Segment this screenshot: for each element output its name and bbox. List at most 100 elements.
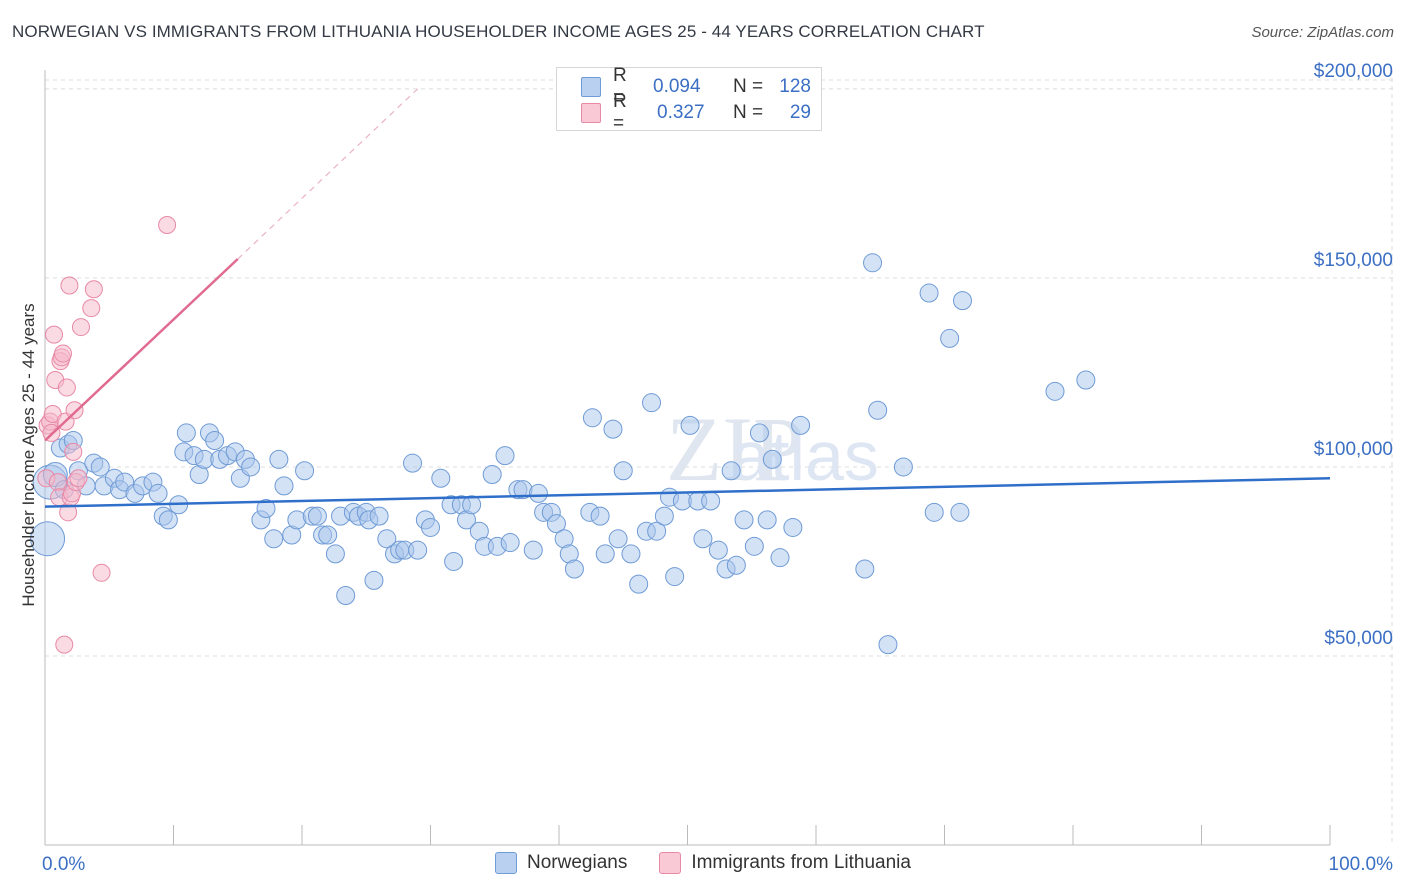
point-norwegians — [665, 567, 685, 587]
point-norwegians — [482, 465, 502, 485]
point-norwegians — [762, 449, 782, 469]
x-tick-label-start: 0.0% — [42, 854, 85, 875]
point-norwegians — [523, 540, 543, 560]
point-norwegians — [721, 461, 741, 481]
point-lithuania — [71, 318, 90, 337]
point-norwegians — [919, 283, 939, 303]
point-lithuania — [48, 473, 67, 492]
point-norwegians — [528, 483, 548, 503]
point-norwegians — [878, 635, 898, 655]
point-norwegians — [940, 328, 960, 348]
point-norwegians — [582, 408, 602, 428]
point-lithuania — [60, 276, 79, 295]
point-norwegians — [680, 415, 700, 435]
legend-n-value: 128 — [779, 76, 811, 97]
point-norwegians — [269, 449, 289, 469]
legend-r-value: 0.094 — [653, 76, 701, 97]
point-norwegians — [364, 570, 384, 590]
point-norwegians — [783, 517, 803, 537]
point-norwegians — [613, 461, 633, 481]
legend-row-norwegians: R = 0.094 N = 128 — [581, 65, 811, 108]
point-norwegians — [757, 510, 777, 530]
chart-title: NORWEGIAN VS IMMIGRANTS FROM LITHUANIA H… — [12, 22, 985, 41]
point-norwegians — [595, 544, 615, 564]
point-norwegians — [325, 544, 345, 564]
point-norwegians — [629, 574, 649, 594]
point-norwegians — [158, 510, 178, 530]
legend-swatch-pink — [581, 103, 601, 123]
point-norwegians — [863, 253, 883, 273]
point-norwegians — [564, 559, 584, 579]
point-lithuania — [64, 442, 83, 461]
point-norwegians — [855, 559, 875, 579]
watermark-zip: ZIP — [666, 398, 804, 500]
point-norwegians — [893, 457, 913, 477]
source-label: Source: ZipAtlas.com — [1251, 24, 1394, 41]
point-norwegians — [369, 506, 389, 526]
point-norwegians — [791, 415, 811, 435]
point-lithuania — [53, 344, 72, 363]
point-norwegians — [1045, 381, 1065, 401]
point-norwegians — [642, 393, 662, 413]
correlation-legend: R = 0.094 N = 128 R = 0.327 N = 29 — [556, 65, 822, 134]
point-norwegians — [701, 491, 721, 511]
point-norwegians — [924, 502, 944, 522]
point-norwegians — [148, 483, 168, 503]
point-norwegians — [654, 506, 674, 526]
legend-n-value: 29 — [789, 102, 811, 123]
point-norwegians — [1076, 370, 1096, 390]
point-norwegians — [500, 533, 520, 553]
point-norwegians — [318, 525, 338, 545]
series-legend-item-norwegians[interactable]: Norwegians — [495, 852, 627, 874]
trend-layer — [44, 88, 1331, 508]
series-legend-item-lithuania[interactable]: Immigrants from Lithuania — [659, 852, 911, 874]
series-legend-label: Immigrants from Lithuania — [691, 852, 911, 873]
point-norwegians — [590, 506, 610, 526]
axes-layer — [44, 70, 1331, 846]
legend-n-label: N = — [733, 102, 764, 123]
y-tick-label: $100,000 — [1314, 439, 1393, 460]
points-layer — [30, 216, 1096, 655]
point-norwegians — [403, 453, 423, 473]
legend-row-lithuania: R = 0.327 N = 29 — [581, 91, 811, 134]
legend-swatch-blue — [581, 77, 601, 97]
point-norwegians — [647, 521, 667, 541]
point-norwegians — [749, 423, 769, 443]
point-norwegians — [241, 457, 261, 477]
point-lithuania — [82, 299, 101, 318]
series-swatch-blue — [495, 852, 517, 874]
legend-r-label: R = — [613, 65, 627, 108]
trendline-lithuania — [44, 258, 239, 442]
point-norwegians — [744, 536, 764, 556]
point-lithuania — [57, 378, 76, 397]
point-lithuania — [158, 216, 177, 234]
point-norwegians — [708, 540, 728, 560]
point-norwegians — [377, 529, 397, 549]
y-tick-label: $150,000 — [1314, 250, 1393, 271]
point-norwegians — [444, 551, 464, 571]
point-norwegians — [693, 529, 713, 549]
point-norwegians — [408, 540, 428, 560]
point-lithuania — [84, 280, 103, 299]
point-norwegians — [256, 499, 276, 519]
point-norwegians — [546, 514, 566, 534]
labels-layer: $50,000 $100,000 $150,000 $200,000 0.0% 100.0… — [19, 61, 1393, 875]
point-norwegians — [431, 468, 451, 488]
point-norwegians — [176, 423, 196, 443]
legend-r-value: 0.327 — [657, 102, 705, 123]
point-norwegians — [307, 506, 327, 526]
point-norwegians — [868, 400, 888, 420]
legend-r-label: R = — [613, 91, 627, 134]
point-norwegians — [952, 291, 972, 311]
legend-n-label: N = — [733, 76, 764, 97]
point-norwegians — [462, 495, 482, 515]
y-tick-label: $50,000 — [1324, 628, 1393, 649]
point-norwegians — [734, 510, 754, 530]
trendline-lithuania-extension — [237, 88, 419, 260]
point-norwegians — [603, 419, 623, 439]
x-tick-label-end: 100.0% — [1329, 854, 1394, 875]
point-norwegians — [264, 529, 284, 549]
point-lithuania — [44, 325, 63, 344]
series-legend-label: Norwegians — [527, 852, 628, 873]
